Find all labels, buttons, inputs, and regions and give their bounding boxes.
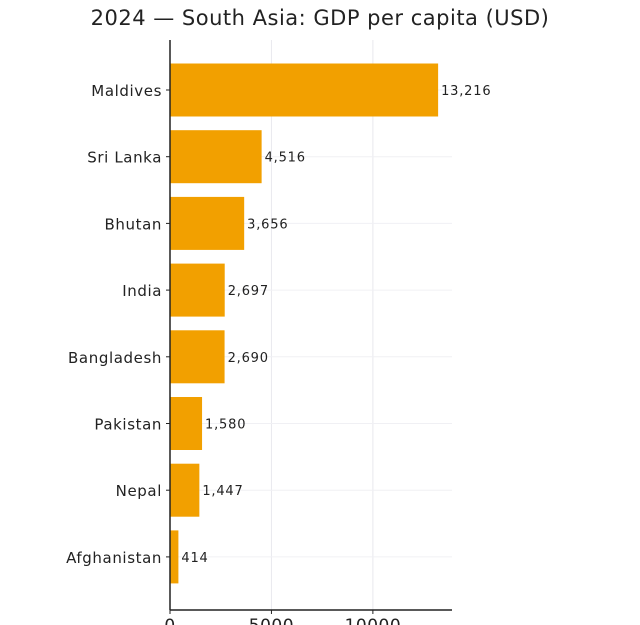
bar-nepal	[170, 463, 200, 517]
x-tick-label: 10000	[345, 616, 402, 625]
category-label: Bangladesh	[68, 349, 162, 367]
category-label: Afghanistan	[66, 549, 162, 567]
x-tick-label: 5000	[249, 616, 294, 625]
data-label: 3,656	[247, 217, 288, 232]
bar-india	[170, 263, 225, 317]
bar-maldives	[170, 63, 439, 117]
data-label: 2,690	[228, 351, 269, 366]
bar-pakistan	[170, 397, 203, 450]
category-label: Sri Lanka	[87, 149, 162, 167]
category-label: Pakistan	[94, 416, 162, 434]
bar-bangladesh	[170, 330, 225, 384]
data-label: 1,447	[202, 484, 243, 499]
data-label: 1,580	[205, 418, 246, 433]
data-label: 13,216	[441, 84, 491, 99]
data-label: 4,516	[265, 151, 306, 166]
chart-title: 2024 — South Asia: GDP per capita (USD)	[90, 6, 550, 30]
category-label: Nepal	[116, 482, 162, 500]
bar-sri-lanka	[170, 130, 262, 184]
bar-bhutan	[170, 196, 245, 250]
bar-afghanistan	[170, 530, 179, 584]
x-tick-label: 0	[164, 616, 175, 625]
category-label: Maldives	[91, 82, 162, 100]
data-label: 2,697	[228, 284, 269, 299]
category-label: India	[122, 282, 162, 300]
data-label: 414	[181, 551, 208, 566]
category-label: Bhutan	[105, 215, 162, 233]
